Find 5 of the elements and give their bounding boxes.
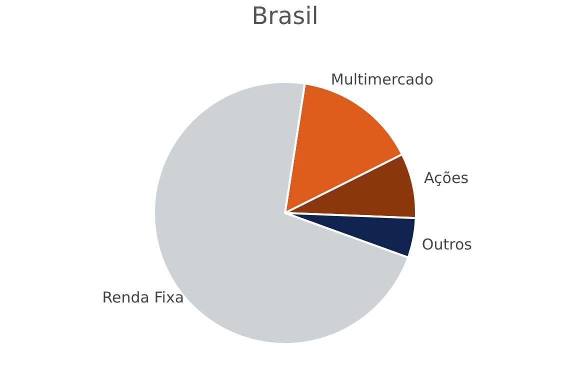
slice-label: Outros: [422, 236, 472, 254]
chart-title: Brasil: [252, 2, 318, 30]
slice-label: Ações: [424, 169, 469, 188]
slice-label: Multimercado: [330, 70, 434, 89]
slice-label: Renda Fixa: [102, 288, 184, 306]
